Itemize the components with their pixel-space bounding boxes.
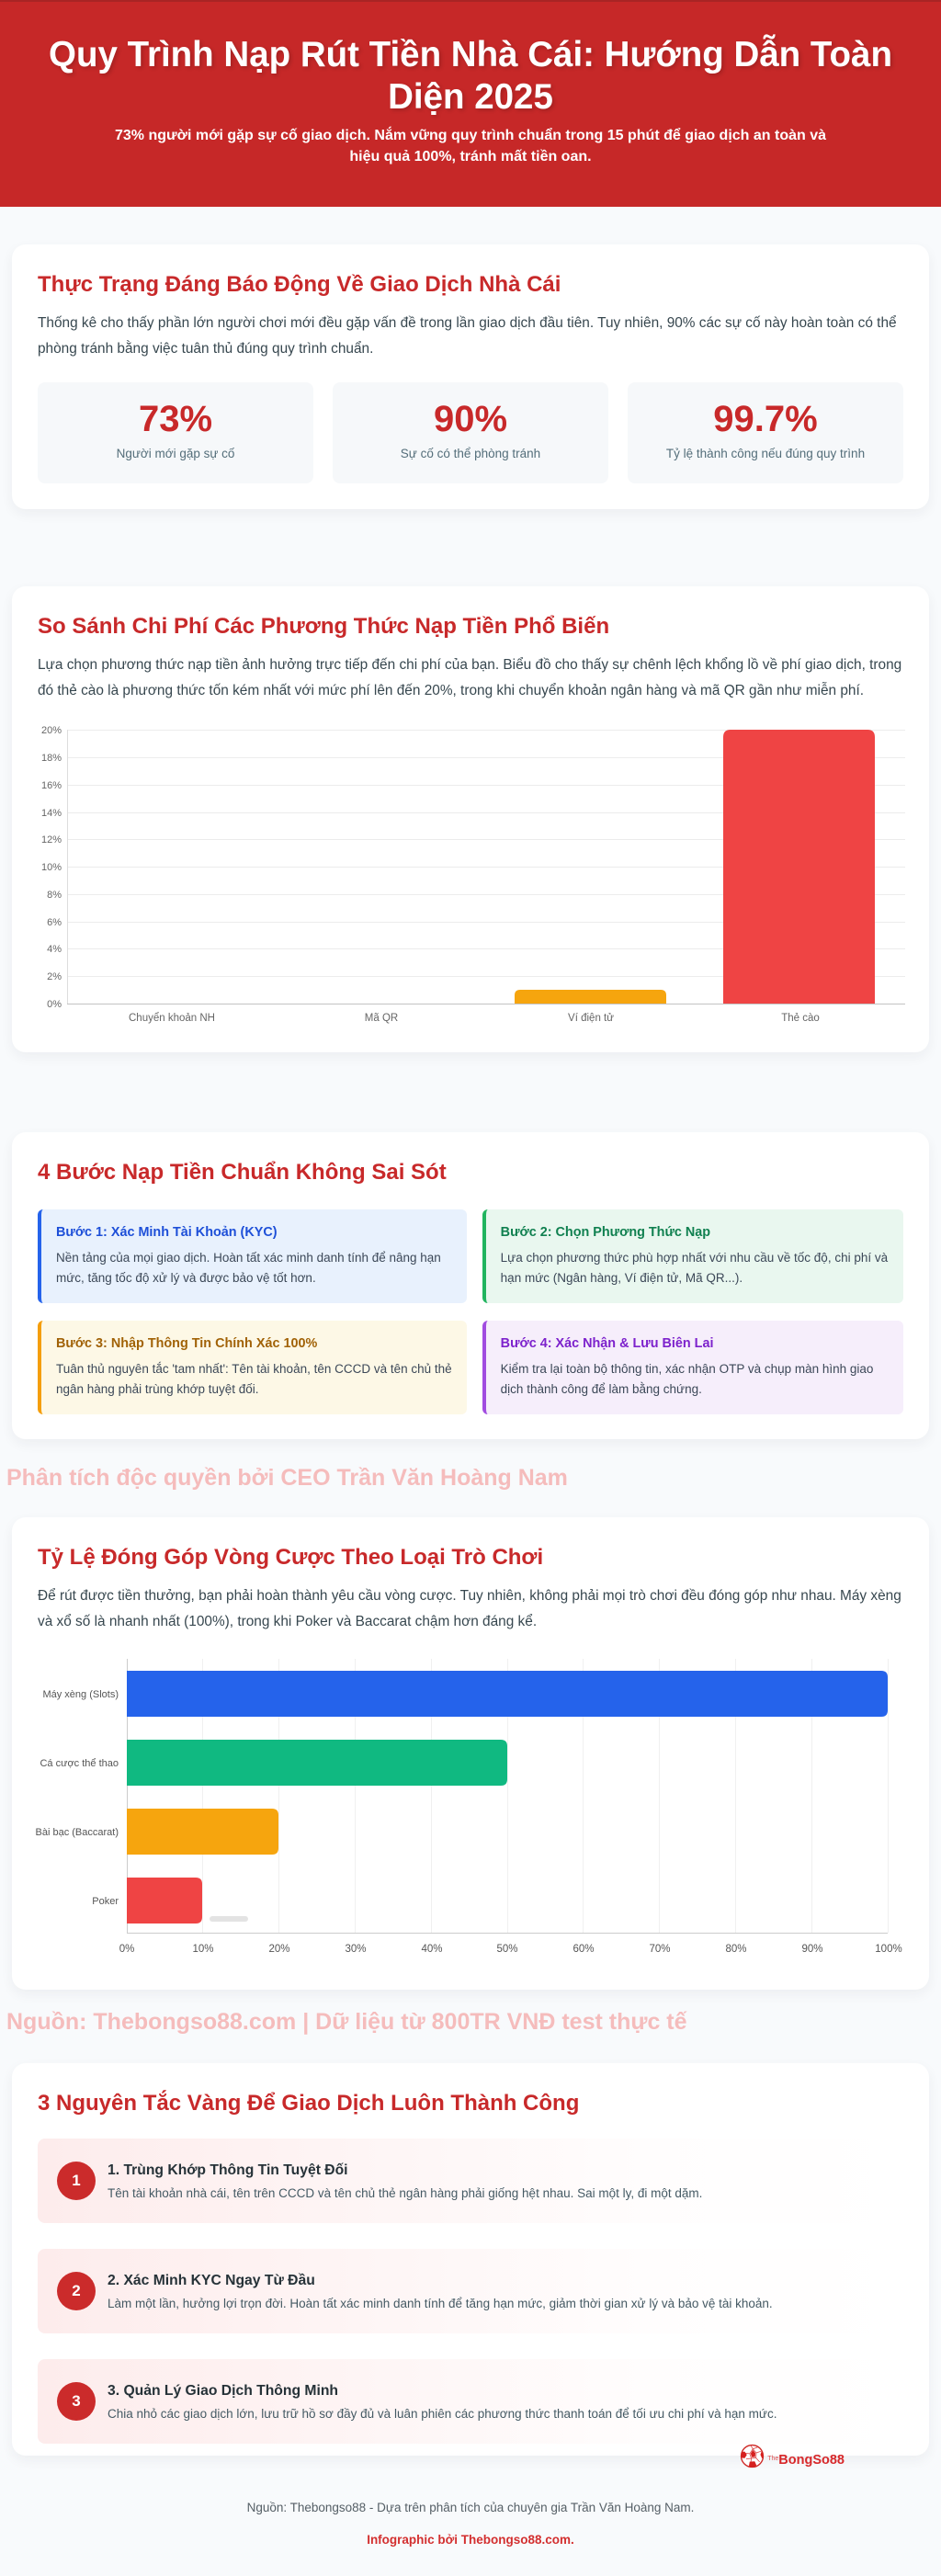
svg-text:18%: 18% xyxy=(41,753,62,764)
svg-text:6%: 6% xyxy=(47,917,62,928)
svg-text:70%: 70% xyxy=(649,1944,670,1955)
svg-text:Máy xèng (Slots): Máy xèng (Slots) xyxy=(42,1689,119,1700)
svg-text:10%: 10% xyxy=(41,862,62,873)
svg-text:Mã QR: Mã QR xyxy=(365,1013,398,1024)
svg-text:80%: 80% xyxy=(725,1944,746,1955)
svg-text:4%: 4% xyxy=(47,944,62,955)
svg-text:14%: 14% xyxy=(41,808,62,819)
svg-text:16%: 16% xyxy=(41,780,62,791)
svg-text:100%: 100% xyxy=(875,1944,901,1955)
svg-text:Cá cược thể thao: Cá cược thể thao xyxy=(40,1758,119,1769)
svg-text:40%: 40% xyxy=(421,1944,442,1955)
svg-text:Ví điện tử: Ví điện tử xyxy=(568,1013,614,1024)
svg-text:Thẻ cào: Thẻ cào xyxy=(781,1013,820,1024)
svg-text:Bài bạc (Baccarat): Bài bạc (Baccarat) xyxy=(36,1827,119,1838)
svg-text:90%: 90% xyxy=(801,1944,822,1955)
svg-text:60%: 60% xyxy=(573,1944,594,1955)
svg-text:50%: 50% xyxy=(496,1944,517,1955)
svg-text:12%: 12% xyxy=(41,834,62,845)
svg-text:10%: 10% xyxy=(192,1944,213,1955)
svg-text:20%: 20% xyxy=(268,1944,289,1955)
svg-text:Chuyển khoản NH: Chuyển khoản NH xyxy=(129,1013,215,1024)
svg-text:20%: 20% xyxy=(41,725,62,736)
svg-text:8%: 8% xyxy=(47,890,62,901)
svg-text:Poker: Poker xyxy=(92,1896,119,1907)
svg-text:30%: 30% xyxy=(345,1944,366,1955)
svg-text:0%: 0% xyxy=(119,1944,135,1955)
svg-text:0%: 0% xyxy=(47,999,62,1010)
svg-text:2%: 2% xyxy=(47,971,62,982)
